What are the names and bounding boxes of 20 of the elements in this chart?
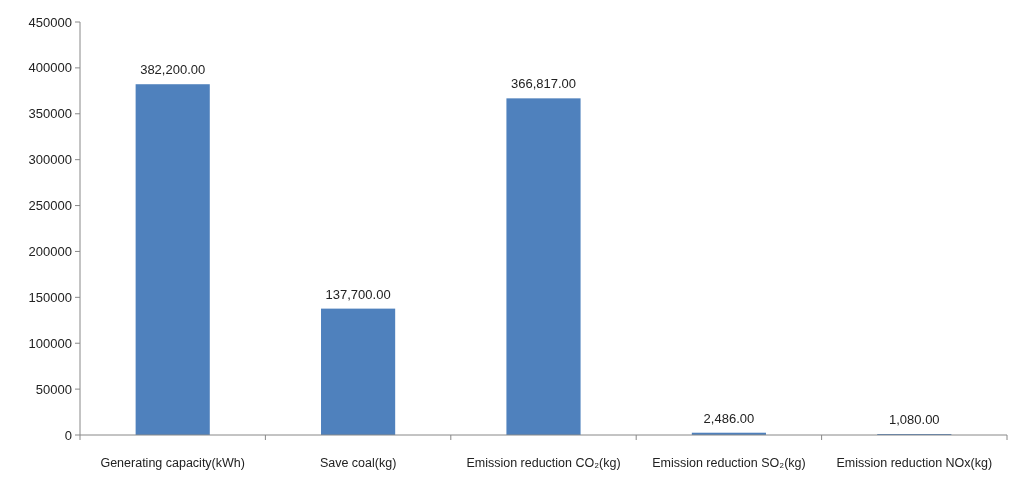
data-label: 1,080.00 <box>889 412 940 428</box>
y-tick-label: 150000 <box>28 289 72 305</box>
x-tick-label: Emission reduction CO₂(kg) <box>466 456 621 470</box>
y-tick-label: 100000 <box>28 335 72 351</box>
data-label: 382,200.00 <box>140 62 206 78</box>
y-tick-label: 350000 <box>28 106 72 122</box>
y-tick-label: 200000 <box>28 243 72 259</box>
x-tick-label: Emission reduction SO₂(kg) <box>652 456 806 470</box>
data-label: 366,817.00 <box>510 76 577 92</box>
x-tick-label: Save coal(kg) <box>319 456 397 470</box>
y-tick-label: 250000 <box>28 198 72 214</box>
y-tick-label: 50000 <box>35 381 72 397</box>
data-label: 137,700.00 <box>325 286 391 302</box>
y-tick-label: 450000 <box>28 14 72 30</box>
y-tick-label: 400000 <box>28 60 72 76</box>
x-tick-label: Emission reduction NOx(kg) <box>836 456 993 470</box>
data-label: 2,486.00 <box>703 410 755 426</box>
y-tick-label: 0 <box>64 427 72 443</box>
x-tick-label: Generating capacity(kWh) <box>100 456 245 470</box>
y-tick-label: 300000 <box>28 152 72 168</box>
